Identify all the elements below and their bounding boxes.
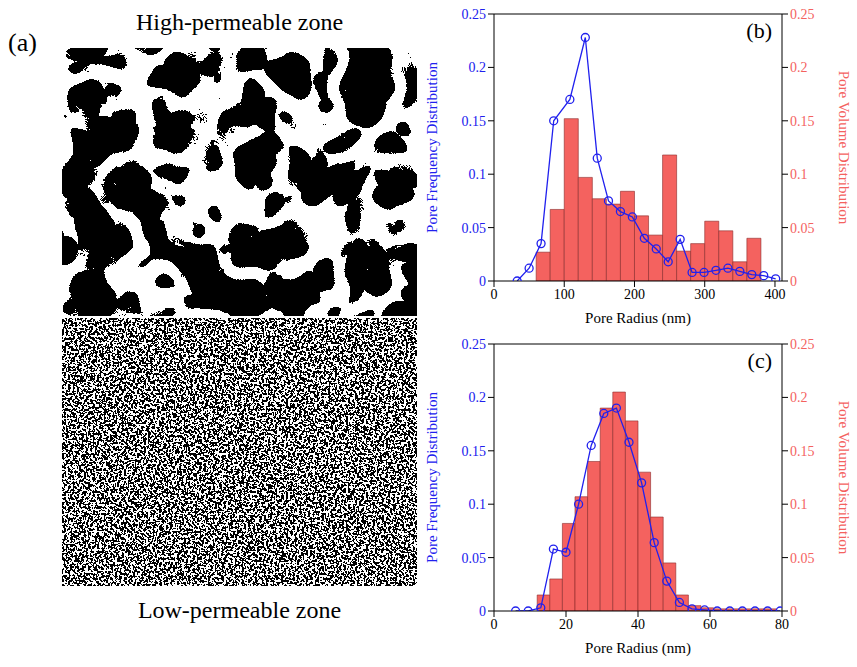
svg-text:Pore Frequency Distribution: Pore Frequency Distribution: [424, 62, 440, 233]
svg-text:0.2: 0.2: [790, 60, 808, 75]
svg-text:0.25: 0.25: [462, 7, 487, 22]
svg-text:0.05: 0.05: [462, 551, 487, 566]
svg-text:Pore Frequency Distribution: Pore Frequency Distribution: [424, 392, 440, 563]
svg-text:0.05: 0.05: [790, 551, 815, 566]
svg-text:0.15: 0.15: [790, 114, 815, 129]
svg-text:0.25: 0.25: [462, 337, 487, 352]
svg-text:60: 60: [703, 617, 717, 632]
svg-text:0: 0: [790, 274, 797, 289]
svg-text:0: 0: [491, 287, 498, 302]
svg-text:0.2: 0.2: [469, 390, 487, 405]
html-text:(a): (a): [8, 28, 37, 57]
svg-text:0.15: 0.15: [462, 444, 487, 459]
svg-text:0.05: 0.05: [790, 221, 815, 236]
svg-text:0.1: 0.1: [469, 497, 487, 512]
svg-text:Pore Volume Distribution: Pore Volume Distribution: [836, 401, 852, 555]
svg-text:0: 0: [491, 617, 498, 632]
svg-text:0.2: 0.2: [469, 60, 487, 75]
svg-text:0.15: 0.15: [790, 444, 815, 459]
svg-text:400: 400: [764, 287, 785, 302]
svg-text:40: 40: [631, 617, 645, 632]
svg-text:0.25: 0.25: [790, 337, 815, 352]
svg-text:0: 0: [479, 604, 486, 619]
svg-text:200: 200: [624, 287, 645, 302]
html-text:(b): (b): [746, 18, 772, 43]
html-text:High-permeable zone: High-permeable zone: [135, 9, 344, 35]
svg-text:0.15: 0.15: [462, 114, 487, 129]
svg-text:0.1: 0.1: [469, 167, 487, 182]
svg-text:0.2: 0.2: [790, 390, 808, 405]
html-text:(c): (c): [747, 348, 772, 373]
svg-text:100: 100: [554, 287, 575, 302]
svg-text:0.1: 0.1: [790, 167, 808, 182]
svg-text:0.25: 0.25: [790, 7, 815, 22]
svg-text:20: 20: [559, 617, 573, 632]
svg-text:300: 300: [694, 287, 715, 302]
html-text:Low-permeable zone: Low-permeable zone: [137, 597, 342, 623]
svg-text:80: 80: [775, 617, 789, 632]
svg-text:Pore Volume Distribution: Pore Volume Distribution: [836, 71, 852, 225]
svg-text:Pore Radius (nm): Pore Radius (nm): [585, 640, 691, 657]
svg-text:0: 0: [790, 604, 797, 619]
svg-text:0: 0: [479, 274, 486, 289]
svg-text:0.05: 0.05: [462, 221, 487, 236]
svg-text:Pore Radius (nm): Pore Radius (nm): [585, 310, 691, 327]
svg-text:0.1: 0.1: [790, 497, 808, 512]
